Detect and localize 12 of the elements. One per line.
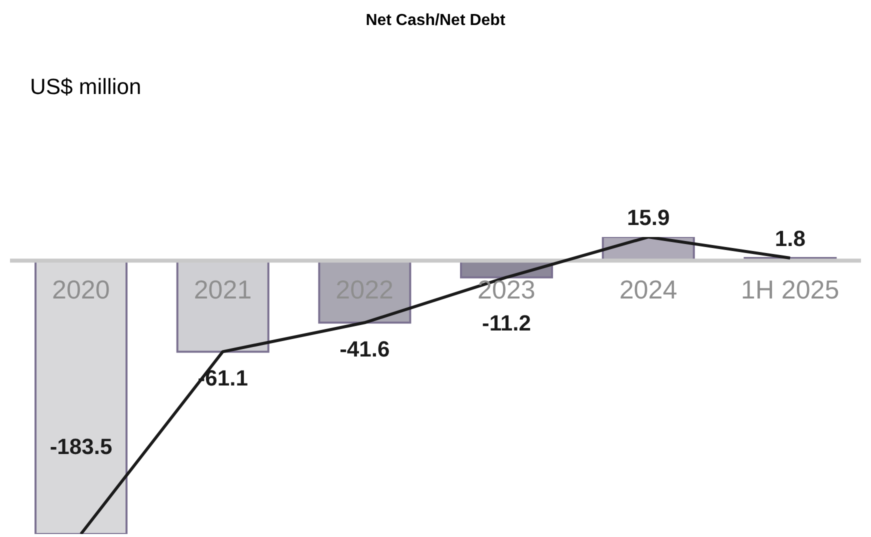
x-tick-label: 2021 xyxy=(194,274,252,305)
x-tick-label: 2024 xyxy=(619,274,678,305)
data-label: -41.6 xyxy=(340,336,390,362)
text: US$ million xyxy=(30,74,142,100)
x-tick-label: 2020 xyxy=(52,274,110,305)
data-label: 1.8 xyxy=(774,226,806,251)
data-label: 15.9 xyxy=(626,205,670,230)
chart-title: Net Cash/Net Debt xyxy=(364,12,506,30)
x-tick-label: 1H 2025 xyxy=(740,274,840,305)
x-tick-label: 2023 xyxy=(477,274,536,305)
data-label: -11.2 xyxy=(482,310,531,336)
data-label: -183.5 xyxy=(50,434,112,459)
